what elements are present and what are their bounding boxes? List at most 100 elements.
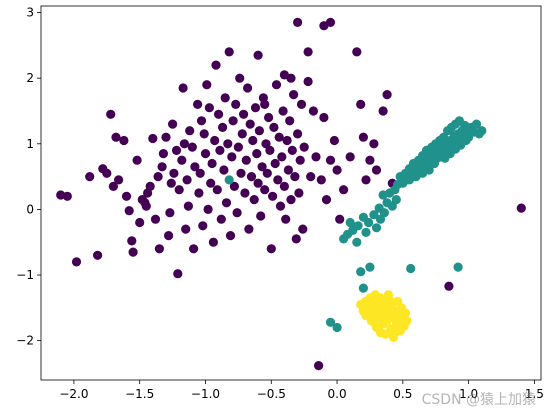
data-point [174,185,184,195]
points-layer [56,17,526,371]
data-point [260,99,270,109]
data-point [102,168,112,178]
data-point [352,237,362,247]
data-point [189,244,199,254]
data-point [429,158,439,169]
data-point [141,201,151,211]
data-point [277,152,287,162]
data-point [244,224,254,234]
data-point [157,162,167,172]
data-point [106,109,116,119]
data-point [378,106,388,116]
data-point [128,247,138,257]
data-point [319,112,329,123]
data-point [358,283,368,293]
data-point [371,223,382,233]
watermark-text: CSDN @猿上加猿 [421,392,536,408]
x-tick-label: 0.5 [393,387,412,401]
y-tick-label: 1 [26,137,34,151]
data-point [379,304,389,314]
data-point [223,139,233,149]
data-point [237,129,247,139]
data-point [273,175,283,185]
data-point [424,165,434,175]
data-point [295,155,305,165]
data-point [391,195,401,205]
data-point [299,142,309,152]
data-point [178,83,188,93]
data-point [148,133,158,144]
axes-layer [40,5,542,381]
axes-frame [40,5,542,381]
data-point [308,106,318,116]
data-point [286,73,296,83]
data-point [145,181,155,191]
data-point [361,175,371,185]
data-point [198,221,208,231]
data-point [306,172,316,182]
data-point [224,47,234,57]
data-point [321,195,332,205]
data-point [353,221,363,231]
data-point [268,191,278,201]
data-point [190,162,200,172]
data-point [516,203,526,213]
data-point [290,172,300,182]
data-point [235,73,245,83]
data-point [150,214,161,224]
data-point [289,90,299,100]
data-point [71,257,82,267]
data-point [316,175,326,185]
data-point [256,211,266,221]
y-tick-label: −2 [16,334,34,348]
x-tick-label: −1.5 [125,387,154,401]
data-point [196,116,207,126]
data-point [371,165,382,175]
data-point [294,188,304,198]
ticks-layer: −2.0 −1.5 −1.0 −0.5 0.0 0.5 1.0 1.5 −2 −1 0 1 2 3 [16,6,544,401]
data-point [303,47,313,57]
data-point [202,80,212,90]
data-point [154,244,164,254]
data-point [195,168,205,178]
data-point [240,188,250,198]
data-point [379,208,389,218]
x-tick-label: −2.0 [59,387,88,401]
data-point [358,132,368,142]
data-point [194,188,204,198]
data-point [325,155,336,165]
data-point [206,178,216,188]
data-point [382,90,392,100]
data-point [173,269,183,279]
data-point [211,60,221,70]
data-point [200,149,211,159]
data-point [124,206,134,216]
data-point [477,126,487,136]
data-point [283,165,293,175]
data-point [250,103,261,113]
data-point [181,224,191,234]
data-point [364,309,374,319]
data-point [246,172,257,182]
data-point [229,181,239,191]
data-point [365,262,375,272]
data-point [239,109,249,119]
data-point [212,185,222,195]
data-point [253,50,263,60]
y-tick-label: 0 [26,202,34,216]
data-point [471,119,482,129]
data-point [245,119,255,129]
data-point [227,152,237,162]
data-point [228,116,238,126]
data-point [231,99,241,109]
data-point [278,106,288,116]
data-point [385,295,395,305]
data-point [114,175,124,185]
data-point [264,112,274,123]
data-point [282,135,292,146]
x-tick-label: 0.0 [328,387,347,401]
data-point [233,142,243,152]
data-point [169,168,179,178]
data-point [85,172,95,182]
